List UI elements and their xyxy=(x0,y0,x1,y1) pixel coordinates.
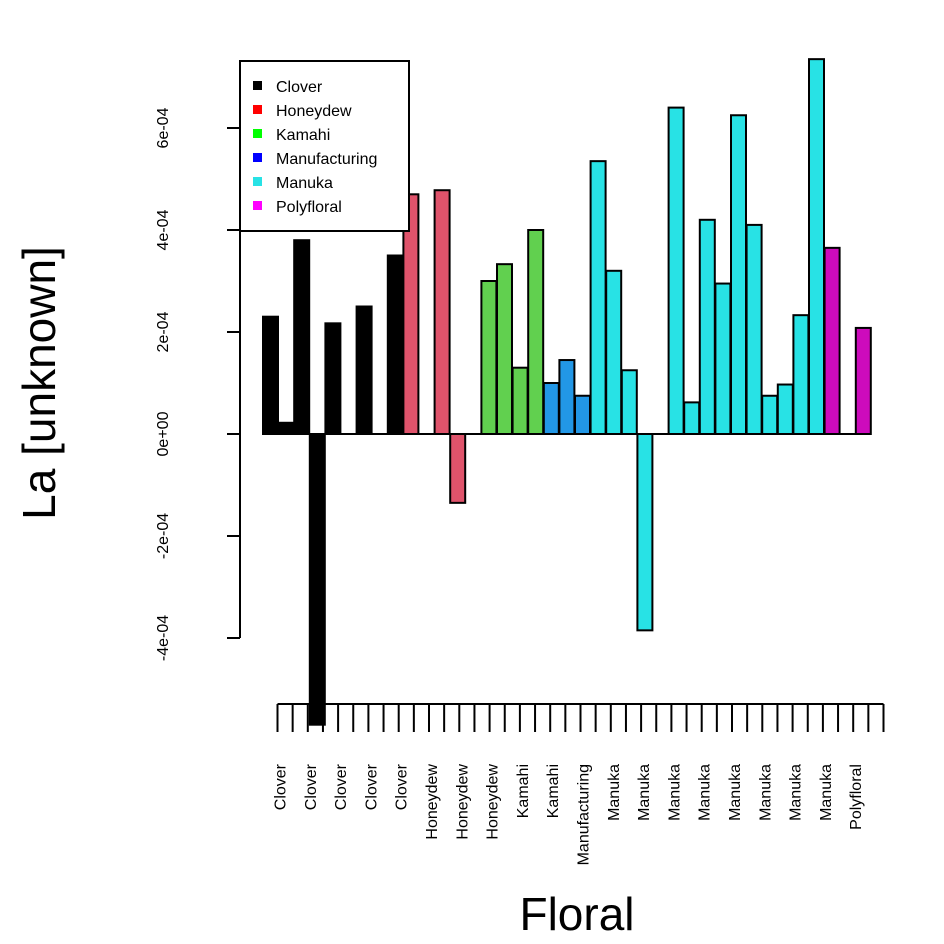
bar-manuka xyxy=(620,369,638,435)
bar-honeydew xyxy=(402,193,420,435)
bar-manuka xyxy=(730,114,747,435)
bar-clover xyxy=(355,305,373,435)
bar-honeydew xyxy=(433,189,451,435)
x-tick-label: Honeydew xyxy=(454,764,471,840)
bar-kamahi xyxy=(527,229,545,435)
x-tick-label: Clover xyxy=(303,763,320,810)
x-tick-label: Kamahi xyxy=(515,764,532,818)
x-tick-label: Polyfloral xyxy=(848,764,865,830)
x-tick-label: Manuka xyxy=(788,764,805,821)
y-tick-label: 6e-04 xyxy=(155,107,172,148)
x-tick-label: Manufacturing xyxy=(576,764,593,865)
x-tick-label: Manuka xyxy=(606,764,623,821)
legend-label: Manufacturing xyxy=(276,151,377,168)
bar-manufacturing xyxy=(542,382,560,435)
bar-clover xyxy=(386,254,404,435)
bar-polyfloral xyxy=(854,326,872,436)
x-tick-label: Manuka xyxy=(666,764,683,821)
bar-clover xyxy=(324,322,342,435)
bar-clover xyxy=(262,315,279,436)
y-tick-label: -4e-04 xyxy=(155,615,172,661)
x-tick-label: Honeydew xyxy=(424,764,441,840)
y-axis-title: La [unknown] xyxy=(13,246,65,520)
bar-manufacturing xyxy=(558,359,576,435)
legend-swatch xyxy=(253,129,262,138)
x-tick-label: Honeydew xyxy=(485,764,502,840)
legend-swatch xyxy=(253,153,262,162)
bar-manuka xyxy=(698,218,716,435)
x-tick-label: Manuka xyxy=(757,764,774,821)
legend-swatch xyxy=(253,81,262,90)
x-tick-label: Clover xyxy=(333,763,350,810)
x-tick-label: Kamahi xyxy=(545,764,562,818)
y-tick-label: -2e-04 xyxy=(155,513,172,559)
bar-manufacturing xyxy=(574,394,591,435)
bar-kamahi xyxy=(496,263,513,436)
legend-label: Honeydew xyxy=(276,103,352,120)
legend-swatch xyxy=(253,105,262,114)
x-axis: Clover Clover Clover Clover Clover Honeydew Ho… xyxy=(273,703,885,865)
legend-box xyxy=(239,60,410,232)
x-tick-label: Manuka xyxy=(727,764,744,821)
legend-label: Clover xyxy=(276,79,323,96)
x-tick-label: Clover xyxy=(273,763,290,810)
x-axis-title: Floral xyxy=(519,888,634,940)
bar-clover xyxy=(293,239,311,435)
bar-manuka xyxy=(761,394,779,435)
legend-swatch xyxy=(253,201,262,210)
bars xyxy=(262,58,872,726)
x-tick-label: Clover xyxy=(363,763,380,810)
bar-honeydew xyxy=(449,433,467,504)
bar-manuka xyxy=(808,58,825,436)
legend-label: Polyfloral xyxy=(276,199,342,216)
bar-manuka xyxy=(714,282,732,435)
bar-kamahi xyxy=(480,280,498,435)
bar-polyfloral xyxy=(823,246,841,435)
x-tick-label: Manuka xyxy=(818,764,835,821)
bar-manuka xyxy=(776,383,794,435)
bar-clover xyxy=(277,421,295,435)
bar-kamahi xyxy=(511,366,529,436)
x-tick-label: Manuka xyxy=(697,764,714,821)
bar-manuka xyxy=(683,401,701,436)
y-tick-label: 2e-04 xyxy=(155,311,172,352)
legend-label: Manuka xyxy=(276,175,333,192)
bar-manuka xyxy=(667,106,685,435)
bar-manuka xyxy=(636,433,654,632)
x-tick-label: Manuka xyxy=(636,764,653,821)
y-tick-label: 4e-04 xyxy=(155,209,172,250)
legend-label: Kamahi xyxy=(276,127,330,144)
y-tick-label: 0e+00 xyxy=(155,411,172,456)
x-tick-label: Clover xyxy=(394,763,411,810)
bar-manuka xyxy=(745,223,763,435)
y-axis: -4e-04 -2e-04 0e+00 2e-04 4e-04 6e-04 xyxy=(155,107,241,661)
legend-swatch xyxy=(253,177,262,186)
legend: Clover Honeydew Kamahi Manufacturing Manuka P… xyxy=(239,60,410,232)
bar-clover xyxy=(308,433,326,726)
bar-manuka xyxy=(589,160,607,435)
bar-manuka xyxy=(605,269,623,435)
bar-manuka xyxy=(792,314,810,436)
